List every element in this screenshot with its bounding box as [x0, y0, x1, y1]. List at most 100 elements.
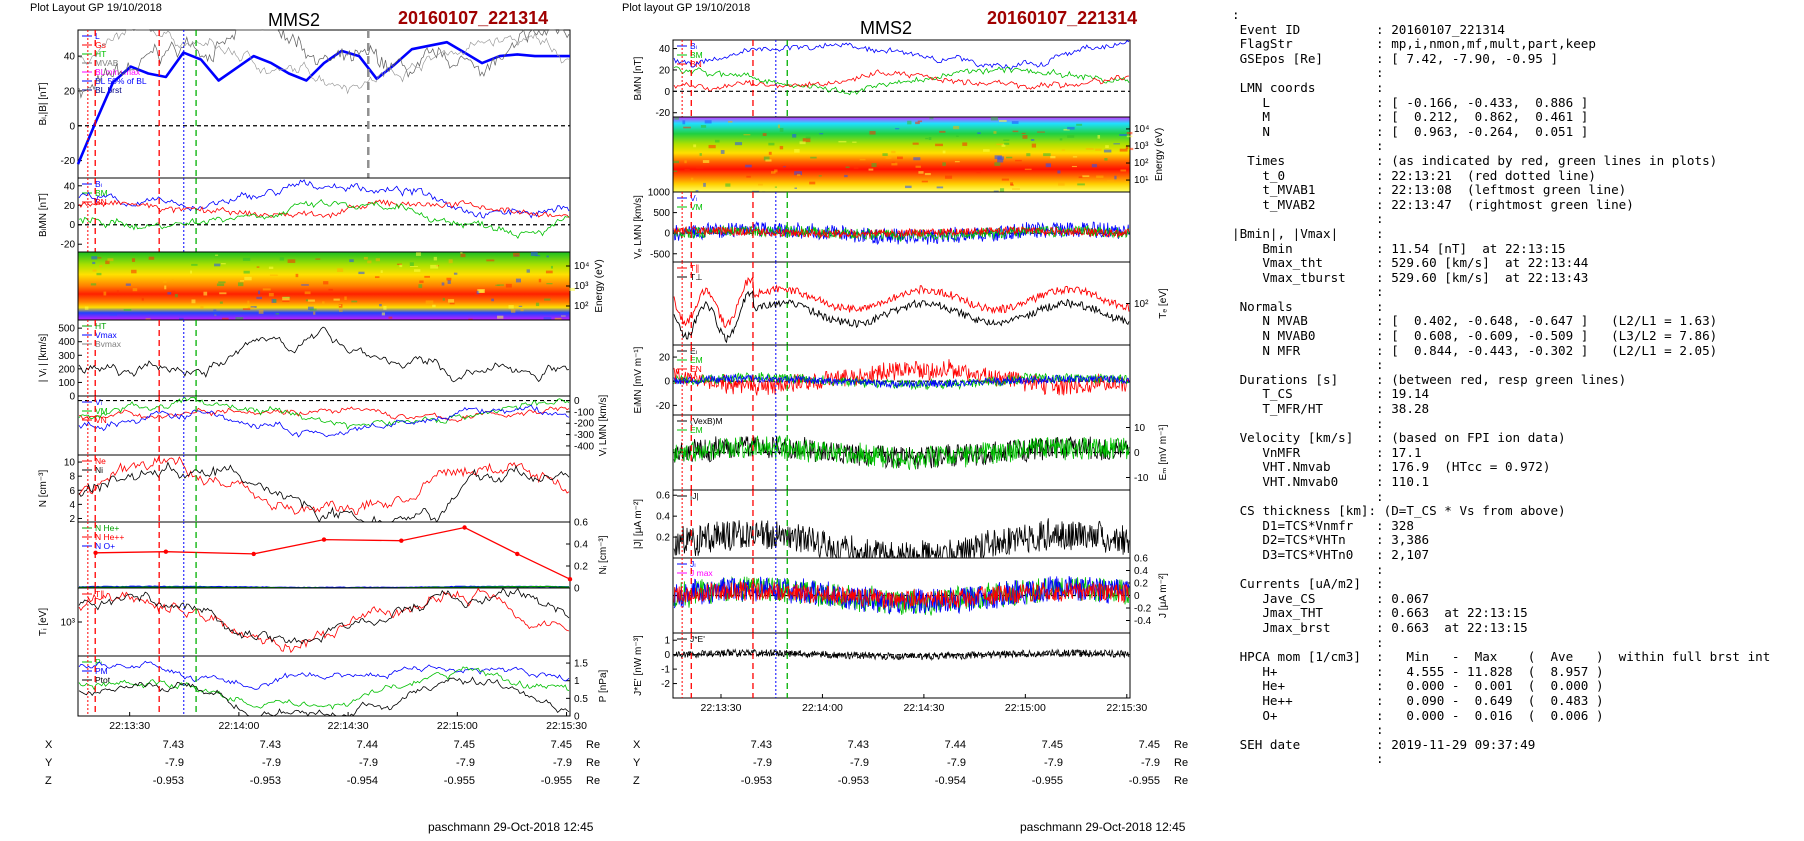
spectrogram-cell — [535, 255, 541, 257]
coord-value: 7.45 — [550, 739, 572, 751]
spectrogram-cell — [1067, 126, 1075, 130]
coord-value: -7.9 — [262, 757, 281, 769]
spectrogram-cell — [269, 274, 278, 276]
spectrogram-cell — [256, 296, 263, 300]
panel-right-4: 10² Tₑ [eV] T∥T⊥ — [672, 261, 1169, 346]
spectrogram-cell — [1050, 155, 1056, 159]
spectrogram-cell — [868, 168, 874, 171]
tick-label: 0.4 — [1134, 566, 1148, 577]
spectrogram-cell — [131, 258, 136, 262]
legend-label: |J| — [690, 491, 699, 501]
spectrogram-cell — [338, 304, 342, 306]
series-line — [673, 226, 1130, 239]
spectrogram-cell — [962, 142, 968, 146]
spectrogram-cell — [983, 149, 990, 152]
coord-label: Z — [45, 775, 52, 787]
spectrogram-cell — [203, 291, 208, 296]
panel-left-3: 10⁴ 10³ 10² Energy (eV) — [77, 251, 605, 323]
tick-label: 8 — [69, 472, 75, 483]
spectrogram-cell — [315, 258, 321, 260]
info-line: : — [1232, 722, 1384, 738]
legend-label: BM — [95, 188, 108, 198]
spectrogram-cell — [929, 117, 934, 120]
tick-label: 10³ — [1134, 141, 1149, 152]
spectrogram-cell — [424, 275, 430, 278]
spectrogram-cell — [84, 306, 89, 310]
spectrogram-cell — [301, 284, 309, 286]
tick-label: 0.4 — [574, 540, 588, 551]
y-axis-label: Eₘ [mV m⁻¹] — [1158, 424, 1169, 480]
tick-label: -300 — [574, 430, 594, 441]
spectrogram-cell — [997, 158, 1004, 163]
info-line: : — [1232, 561, 1384, 577]
info-line: Normals : — [1232, 298, 1384, 314]
spectrogram-cell — [977, 132, 981, 135]
x-tick-label: 22:13:30 — [701, 702, 742, 714]
spectrogram-cell — [367, 260, 372, 264]
spectrogram-cell — [1063, 128, 1070, 131]
spectrogram-cell — [885, 157, 892, 159]
info-line: H+ : 4.555 - 11.828 ( 8.957 ) — [1232, 663, 1604, 679]
legend-label: (VexB)M — [690, 416, 723, 426]
spectrogram-cell — [99, 265, 103, 268]
spectrogram-cell — [1105, 145, 1109, 148]
spectrogram-cell — [994, 155, 1002, 160]
spectrogram-cell — [915, 121, 920, 125]
coord-unit: Re — [586, 739, 601, 751]
spectrogram-cell — [513, 252, 520, 257]
spectrogram-cell — [845, 166, 850, 169]
info-line: Jmax_brst : 0.663 at 22:13:15 — [1232, 619, 1528, 635]
spectrogram-cell — [703, 182, 706, 187]
spectrogram-cell — [1072, 156, 1078, 158]
spectrogram-cell — [956, 135, 959, 137]
spectrogram-cell — [818, 175, 822, 177]
spectrogram-cell — [432, 304, 436, 308]
spectrogram-cell — [381, 312, 385, 316]
spectrogram-cell — [1104, 158, 1108, 161]
tick-label: 500 — [653, 208, 670, 219]
spectrogram-cell — [690, 177, 694, 181]
tick-label: 1.5 — [574, 659, 588, 670]
spectrogram-cell — [734, 142, 743, 146]
spectrogram-cell — [1012, 130, 1019, 133]
tick-label: 500 — [58, 324, 75, 335]
spectrogram-cell — [333, 298, 340, 301]
tick-label: 400 — [58, 337, 75, 348]
spectrogram-cell — [1119, 148, 1128, 152]
info-line: Jave_CS : 0.067 — [1232, 590, 1430, 606]
info-line: Event ID : 20160107_221314 — [1232, 21, 1505, 37]
spectrogram-cell — [1082, 175, 1090, 177]
coord-label: Z — [633, 775, 640, 787]
spectrogram-cell — [924, 173, 931, 176]
spectrogram-cell — [780, 165, 785, 167]
spectrogram-cell — [1119, 134, 1128, 136]
spectrogram-cell — [171, 290, 176, 293]
info-line: t_0 : 22:13:21 (red dotted line) — [1232, 167, 1596, 183]
info-line: : — [1232, 138, 1384, 154]
coord-value: 7.45 — [1041, 739, 1063, 751]
spectrogram-cell — [351, 300, 358, 303]
spectrogram-cell — [1106, 180, 1115, 183]
spectrogram-cell — [1061, 149, 1066, 151]
spectrogram-cell — [460, 252, 463, 254]
spectrogram-cell — [743, 134, 751, 136]
spectrogram-cell — [244, 276, 252, 281]
info-line: LMN coords : — [1232, 79, 1384, 95]
spectrogram-cell — [313, 311, 316, 315]
spectrogram-cell — [682, 120, 686, 125]
legend-label: Ni — [95, 465, 103, 475]
tick-label: -200 — [574, 419, 594, 430]
spectrogram-cell — [700, 125, 707, 128]
coord-value: -0.953 — [837, 775, 869, 787]
legend-label: Bvmax — [95, 339, 122, 349]
x-tick-label: 22:14:00 — [218, 720, 259, 732]
spectrogram-cell — [1113, 143, 1120, 145]
tick-label: 10 — [64, 458, 76, 469]
tick-label: -20 — [656, 108, 671, 119]
info-line: Vmax_tburst : 529.60 [km/s] at 22:13:43 — [1232, 269, 1589, 285]
tick-label: 10³ — [574, 281, 589, 292]
spectrogram-cell — [819, 133, 824, 135]
tick-label: 0 — [69, 121, 75, 132]
series-line — [78, 587, 570, 654]
